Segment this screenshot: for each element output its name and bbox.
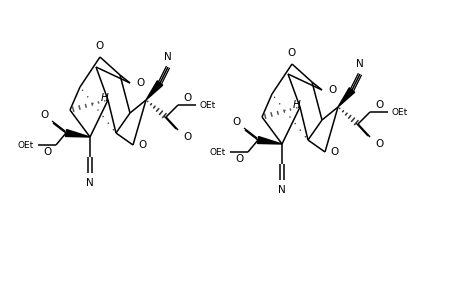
Text: N: N bbox=[164, 52, 172, 62]
Text: N: N bbox=[278, 185, 285, 195]
Text: O: O bbox=[44, 147, 52, 157]
Text: O: O bbox=[329, 147, 337, 157]
Text: O: O bbox=[183, 93, 191, 103]
Polygon shape bbox=[146, 81, 162, 100]
Text: O: O bbox=[183, 132, 191, 142]
Text: H: H bbox=[101, 93, 109, 103]
Text: OEt: OEt bbox=[209, 148, 225, 157]
Text: N: N bbox=[86, 178, 94, 188]
Polygon shape bbox=[337, 88, 354, 107]
Text: O: O bbox=[327, 85, 336, 95]
Text: OEt: OEt bbox=[200, 100, 216, 109]
Text: O: O bbox=[136, 78, 144, 88]
Text: N: N bbox=[355, 59, 363, 69]
Text: O: O bbox=[95, 41, 104, 51]
Text: O: O bbox=[41, 110, 49, 120]
Text: O: O bbox=[287, 48, 296, 58]
Polygon shape bbox=[65, 130, 90, 137]
Text: O: O bbox=[138, 140, 146, 150]
Text: OEt: OEt bbox=[391, 107, 408, 116]
Text: O: O bbox=[235, 154, 243, 164]
Text: O: O bbox=[374, 139, 382, 149]
Text: O: O bbox=[374, 100, 382, 110]
Text: H: H bbox=[292, 100, 300, 110]
Polygon shape bbox=[257, 136, 281, 144]
Text: O: O bbox=[232, 117, 241, 127]
Text: OEt: OEt bbox=[18, 140, 34, 149]
